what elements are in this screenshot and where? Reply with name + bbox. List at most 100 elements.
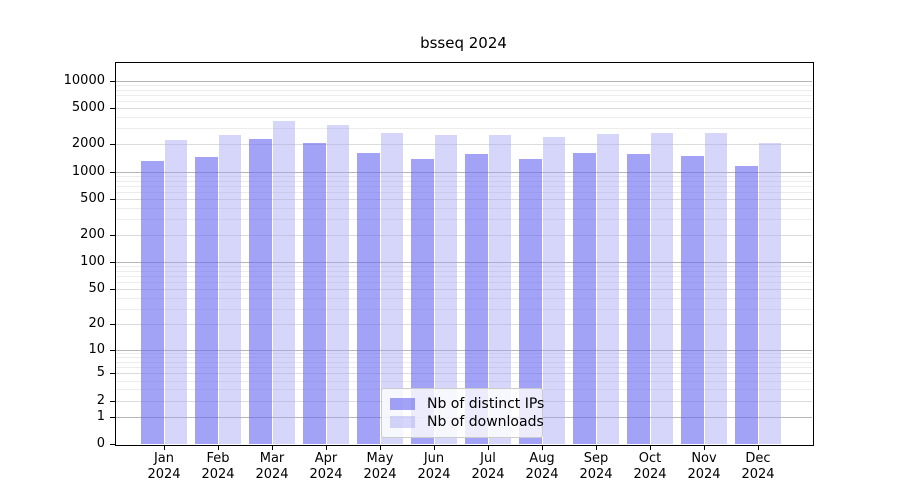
x-axis-tick-aug bbox=[542, 445, 543, 450]
chart-title: bsseq 2024 bbox=[420, 34, 507, 52]
y-axis-tick-label-200: 200 bbox=[80, 227, 105, 243]
y-axis-tick-label-20: 20 bbox=[88, 316, 105, 332]
x-axis-tick-label-dec: Dec 2024 bbox=[741, 451, 775, 482]
bar-distinct-ips-jul bbox=[465, 154, 488, 444]
gridline-9000 bbox=[116, 85, 812, 87]
legend-item-downloads: Nb of downloads bbox=[390, 413, 544, 431]
gridline-6000 bbox=[116, 101, 812, 103]
gridline-100 bbox=[116, 262, 812, 264]
bar-distinct-ips-dec bbox=[735, 166, 758, 444]
y-axis-tick-label-2000: 2000 bbox=[71, 136, 105, 152]
bar-distinct-ips-mar bbox=[249, 138, 272, 444]
bar-downloads-jan bbox=[164, 139, 187, 444]
gridline-10 bbox=[116, 349, 812, 351]
x-axis-tick-nov bbox=[704, 445, 705, 450]
legend-label-downloads: Nb of downloads bbox=[427, 414, 544, 430]
y-axis-tick-5 bbox=[110, 373, 115, 375]
bar-downloads-may bbox=[380, 133, 403, 444]
legend-item-distinct-ips: Nb of distinct IPs bbox=[390, 395, 544, 413]
gridline-500 bbox=[116, 199, 812, 201]
y-axis-tick-label-5000: 5000 bbox=[71, 100, 105, 116]
gridline-3000 bbox=[116, 128, 812, 130]
y-axis-tick-label-0: 0 bbox=[96, 436, 105, 451]
y-axis-tick-2000 bbox=[110, 144, 115, 146]
gridline-300 bbox=[116, 219, 812, 221]
gridline-4000 bbox=[116, 117, 812, 119]
gridline-8000 bbox=[116, 89, 812, 91]
legend-swatch-distinct-ips bbox=[390, 398, 415, 410]
bar-distinct-ips-nov bbox=[681, 155, 704, 444]
gridline-900 bbox=[116, 175, 812, 177]
y-axis-tick-label-10000: 10000 bbox=[63, 73, 105, 89]
gridline-2000 bbox=[116, 144, 812, 146]
bar-downloads-nov bbox=[704, 132, 727, 444]
x-axis-tick-label-mar: Mar 2024 bbox=[255, 451, 289, 482]
gridline-700 bbox=[116, 185, 812, 187]
gridline-5000 bbox=[116, 108, 812, 110]
x-axis-tick-jun bbox=[434, 445, 435, 450]
gridline-7 bbox=[116, 362, 812, 364]
gridline-600 bbox=[116, 191, 812, 193]
x-axis-tick-dec bbox=[758, 445, 759, 450]
x-axis-tick-label-jan: Jan 2024 bbox=[147, 451, 181, 482]
gridline-8 bbox=[116, 357, 812, 359]
y-axis-tick-1 bbox=[110, 416, 115, 418]
gridline-9 bbox=[116, 353, 812, 355]
legend: Nb of distinct IPs Nb of downloads bbox=[381, 388, 544, 438]
y-axis-tick-label-100: 100 bbox=[80, 254, 105, 270]
y-axis-tick-500 bbox=[110, 199, 115, 201]
y-axis-tick-50 bbox=[110, 289, 115, 291]
y-axis-tick-label-50: 50 bbox=[88, 281, 105, 297]
gridline-200 bbox=[116, 235, 812, 237]
bar-downloads-oct bbox=[650, 133, 673, 444]
y-axis-tick-label-10: 10 bbox=[88, 341, 105, 357]
bar-downloads-mar bbox=[272, 121, 295, 444]
x-axis-tick-feb bbox=[218, 445, 219, 450]
gridline-30 bbox=[116, 308, 812, 310]
x-axis-tick-may bbox=[380, 445, 381, 450]
x-axis-tick-label-aug: Aug 2024 bbox=[525, 451, 559, 482]
bar-downloads-dec bbox=[758, 143, 781, 444]
gridline-60 bbox=[116, 282, 812, 283]
gridline-90 bbox=[116, 266, 812, 268]
y-axis-tick-label-2: 2 bbox=[96, 392, 105, 408]
gridline-10000 bbox=[116, 81, 812, 83]
legend-swatch-downloads bbox=[390, 416, 415, 428]
gridline-7000 bbox=[116, 95, 812, 97]
bar-downloads-aug bbox=[542, 137, 565, 444]
bar-distinct-ips-apr bbox=[303, 142, 326, 444]
bar-distinct-ips-oct bbox=[627, 154, 650, 444]
y-axis-tick-0 bbox=[110, 444, 115, 445]
y-axis-tick-5000 bbox=[110, 108, 115, 110]
y-axis-tick-10 bbox=[110, 349, 115, 351]
bar-downloads-feb bbox=[218, 134, 241, 444]
bar-distinct-ips-jan bbox=[141, 161, 164, 444]
gridline-70 bbox=[116, 276, 812, 278]
y-axis-tick-label-1: 1 bbox=[96, 408, 105, 424]
x-axis-tick-label-nov: Nov 2024 bbox=[687, 451, 721, 482]
x-axis-tick-label-may: May 2024 bbox=[363, 451, 397, 482]
y-axis-tick-100 bbox=[110, 262, 115, 264]
x-axis-tick-apr bbox=[326, 445, 327, 450]
x-axis-tick-label-oct: Oct 2024 bbox=[633, 451, 667, 482]
gridline-80 bbox=[116, 270, 812, 272]
gridline-400 bbox=[116, 207, 812, 209]
bar-downloads-jun bbox=[434, 134, 457, 444]
x-axis-tick-label-jun: Jun 2024 bbox=[417, 451, 451, 482]
gridline-800 bbox=[116, 180, 812, 182]
y-axis-tick-label-5: 5 bbox=[96, 365, 105, 381]
x-axis-tick-jan bbox=[164, 445, 165, 450]
bar-distinct-ips-may bbox=[357, 153, 380, 444]
gridline-4 bbox=[116, 380, 812, 382]
gridline-5 bbox=[116, 373, 812, 375]
gridline-20 bbox=[116, 324, 812, 326]
y-axis-tick-label-1000: 1000 bbox=[71, 163, 105, 179]
x-axis-tick-sep bbox=[596, 445, 597, 450]
y-axis-tick-200 bbox=[110, 235, 115, 237]
y-axis-tick-2 bbox=[110, 400, 115, 402]
x-axis-tick-label-apr: Apr 2024 bbox=[309, 451, 343, 482]
bar-downloads-jul bbox=[488, 134, 511, 444]
x-axis-tick-label-sep: Sep 2024 bbox=[579, 451, 613, 482]
x-axis-tick-label-feb: Feb 2024 bbox=[201, 451, 235, 482]
legend-label-distinct-ips: Nb of distinct IPs bbox=[427, 396, 545, 412]
